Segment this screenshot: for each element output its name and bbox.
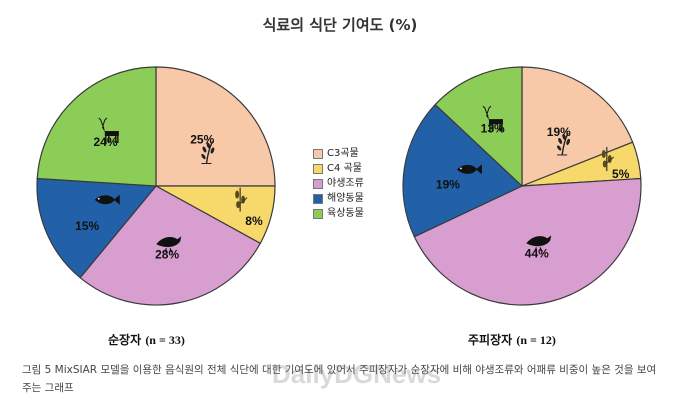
legend-item: C3곡물 xyxy=(313,146,364,161)
chart-caption-n: (n = 12) xyxy=(516,333,556,347)
legend: C3곡물 C4 곡물 야생조류 해양동물 육상동물 xyxy=(313,146,364,221)
deer-icon xyxy=(98,117,119,144)
data-label: 5% xyxy=(612,167,630,181)
data-label: 19% xyxy=(547,125,571,139)
figure-title: 식료의 식단 기여도 (%) xyxy=(262,16,418,34)
millet-plant-icon xyxy=(235,187,248,212)
fish-icon xyxy=(456,164,482,175)
slice-land-animal xyxy=(434,66,523,188)
legend-label: C4 곡물 xyxy=(327,163,362,174)
data-label: 8% xyxy=(245,214,263,228)
legend-swatch xyxy=(313,178,323,189)
slice-c3-grain xyxy=(155,66,276,187)
data-label: 44% xyxy=(525,247,549,261)
data-label: 28% xyxy=(155,247,179,261)
rice-plant-icon xyxy=(557,132,570,156)
millet-plant-icon xyxy=(601,147,615,172)
legend-item: 야생조류 xyxy=(313,176,364,191)
legend-item: C4 곡물 xyxy=(313,161,364,176)
legend-item: 해양동물 xyxy=(313,191,364,206)
bird-icon xyxy=(526,235,552,252)
slice-c3-grain xyxy=(521,66,634,187)
chart-caption-sunjangja: 순장자 (n = 33) xyxy=(108,331,185,348)
legend-item: 육상동물 xyxy=(313,206,364,221)
fish-icon xyxy=(94,194,120,205)
pie-chart-jupijangja: 19%5%44%19%13% xyxy=(402,66,642,306)
chart-caption-jupijangja: 주피장자 (n = 12) xyxy=(468,331,556,348)
rice-plant-icon xyxy=(201,141,215,165)
deer-icon xyxy=(482,105,503,132)
chart-caption-label: 순장자 xyxy=(108,333,142,347)
bird-icon xyxy=(156,236,182,253)
data-label: 15% xyxy=(75,219,99,233)
legend-label: C3곡물 xyxy=(327,148,359,159)
legend-label: 해양동물 xyxy=(327,193,364,204)
figure-caption: 그림 5 MixSIAR 모델을 이용한 음식원의 전체 식단에 대한 기여도에… xyxy=(22,364,657,394)
legend-swatch xyxy=(313,163,323,174)
legend-swatch xyxy=(313,148,323,159)
slice-land-animal xyxy=(36,66,157,187)
legend-swatch xyxy=(313,193,323,204)
chart-caption-n: (n = 33) xyxy=(145,333,185,347)
chart-caption-label: 주피장자 xyxy=(468,333,513,347)
legend-label: 육상동물 xyxy=(327,208,364,219)
pie-chart-sunjangja: 25%8%28%15%24% xyxy=(36,66,276,306)
slice-marine-animal xyxy=(36,177,158,279)
legend-label: 야생조류 xyxy=(327,178,364,189)
data-label: 19% xyxy=(436,177,460,191)
legend-swatch xyxy=(313,208,323,219)
